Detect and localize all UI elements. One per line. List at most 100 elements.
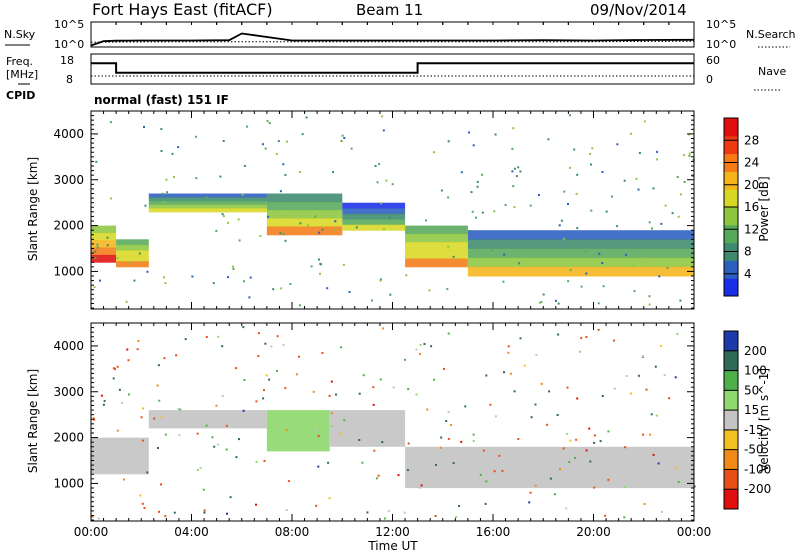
power-speckle <box>486 247 489 250</box>
power-speckle <box>557 302 560 305</box>
velocity-speckle <box>373 449 376 452</box>
power-colorbar: 4 8 12 16 20 24 28 <box>723 117 759 297</box>
power-speckle <box>491 249 494 252</box>
power-speckle <box>677 215 680 218</box>
power-speckle <box>468 131 470 134</box>
power-speckle <box>164 282 167 284</box>
power-speckle <box>94 256 97 259</box>
colorbar-tick-label: 16 <box>744 200 759 214</box>
colorbar-tick-label: 20 <box>744 178 759 192</box>
velocity-speckle <box>645 388 648 391</box>
power-speckle <box>378 163 381 166</box>
velocity-speckle <box>270 345 273 348</box>
power-speckle <box>623 179 626 182</box>
power-speckle <box>160 128 163 131</box>
power-band <box>266 210 343 219</box>
velocity-speckle <box>379 378 382 381</box>
velocity-speckle <box>217 335 220 338</box>
velocity-speckle <box>569 439 572 442</box>
x-tick-label: 00:00 <box>74 525 109 539</box>
power-speckle <box>161 192 164 195</box>
power-speckle <box>332 171 334 174</box>
velocity-speckle <box>519 337 522 340</box>
station-title: Fort Hays East (fitACF) <box>92 0 273 19</box>
velocity-speckle <box>164 515 167 518</box>
velocity-speckle <box>585 449 588 452</box>
power-speckle <box>440 189 443 192</box>
power-speckle <box>597 302 600 305</box>
velocity-speckle <box>604 514 607 517</box>
power-speckle <box>513 206 516 209</box>
colorbar-swatch <box>724 469 738 490</box>
velocity-speckle <box>173 511 176 514</box>
velocity-speckle <box>423 343 426 345</box>
power-speckle <box>355 226 358 229</box>
velocity-speckle <box>568 461 571 463</box>
power-speckle <box>326 287 329 290</box>
power-speckle <box>602 285 605 288</box>
velocity-speckle <box>593 434 596 437</box>
velocity-speckle <box>535 353 538 356</box>
velocity-speckle <box>613 339 615 342</box>
velocity-speckle <box>121 401 124 404</box>
power-speckle <box>611 195 613 198</box>
velocity-speckle <box>126 348 129 351</box>
power-speckle <box>542 293 545 296</box>
power-speckle <box>379 278 382 281</box>
velocity-speckle <box>418 486 421 489</box>
power-speckle <box>279 232 282 235</box>
power-speckle <box>601 262 604 265</box>
velocity-speckle <box>484 502 487 505</box>
velocity-speckle <box>578 350 581 353</box>
power-speckle <box>513 167 516 170</box>
power-speckle <box>671 212 674 215</box>
power-speckle <box>106 236 109 239</box>
velocity-speckle <box>375 477 378 480</box>
power-speckle <box>660 222 663 225</box>
velocity-speckle <box>137 340 140 342</box>
colorbar-frame <box>723 330 739 510</box>
power-speckle <box>318 258 320 261</box>
velocity-speckle <box>178 434 181 437</box>
velocity-speckle <box>317 434 320 437</box>
power-speckle <box>222 215 225 218</box>
power-speckle <box>212 282 215 285</box>
power-speckle <box>318 231 321 234</box>
velocity-speckle <box>501 469 504 472</box>
power-speckle <box>268 122 271 125</box>
power-speckle <box>341 134 344 137</box>
velocity-speckle <box>624 446 627 449</box>
power-speckle <box>580 285 583 288</box>
power-speckle <box>391 183 394 186</box>
power-speckle <box>655 158 658 161</box>
velocity-speckle <box>593 441 596 444</box>
velocity-speckle <box>203 511 206 514</box>
power-speckle <box>643 120 646 123</box>
colorbar-tick-label: 12 <box>744 222 759 236</box>
velocity-speckle <box>387 510 390 513</box>
power-speckle <box>629 132 632 135</box>
velocity-speckle <box>203 509 206 512</box>
velocity-speckle <box>221 345 224 348</box>
freq-left-label-1: Freq. <box>6 55 33 68</box>
velocity-speckle <box>118 388 121 391</box>
power-speckle <box>282 163 285 166</box>
power-speckle <box>472 144 475 147</box>
velocity-speckle <box>156 384 159 387</box>
cpid-label: CPID <box>6 89 35 102</box>
velocity-speckle <box>426 408 429 411</box>
velocity-speckle <box>312 390 315 393</box>
velocity-speckle <box>358 392 361 395</box>
power-speckle <box>146 270 149 273</box>
velocity-speckle <box>285 429 288 432</box>
power-speckle <box>191 275 194 278</box>
velocity-speckle <box>674 376 677 379</box>
power-speckle <box>512 185 515 188</box>
power-speckle <box>576 227 579 230</box>
power-speckle <box>563 237 566 240</box>
power-speckle <box>340 140 343 142</box>
power-speckle <box>243 164 246 167</box>
power-band <box>405 225 468 235</box>
velocity-speckle <box>439 446 442 449</box>
velocity-speckle <box>676 333 679 335</box>
